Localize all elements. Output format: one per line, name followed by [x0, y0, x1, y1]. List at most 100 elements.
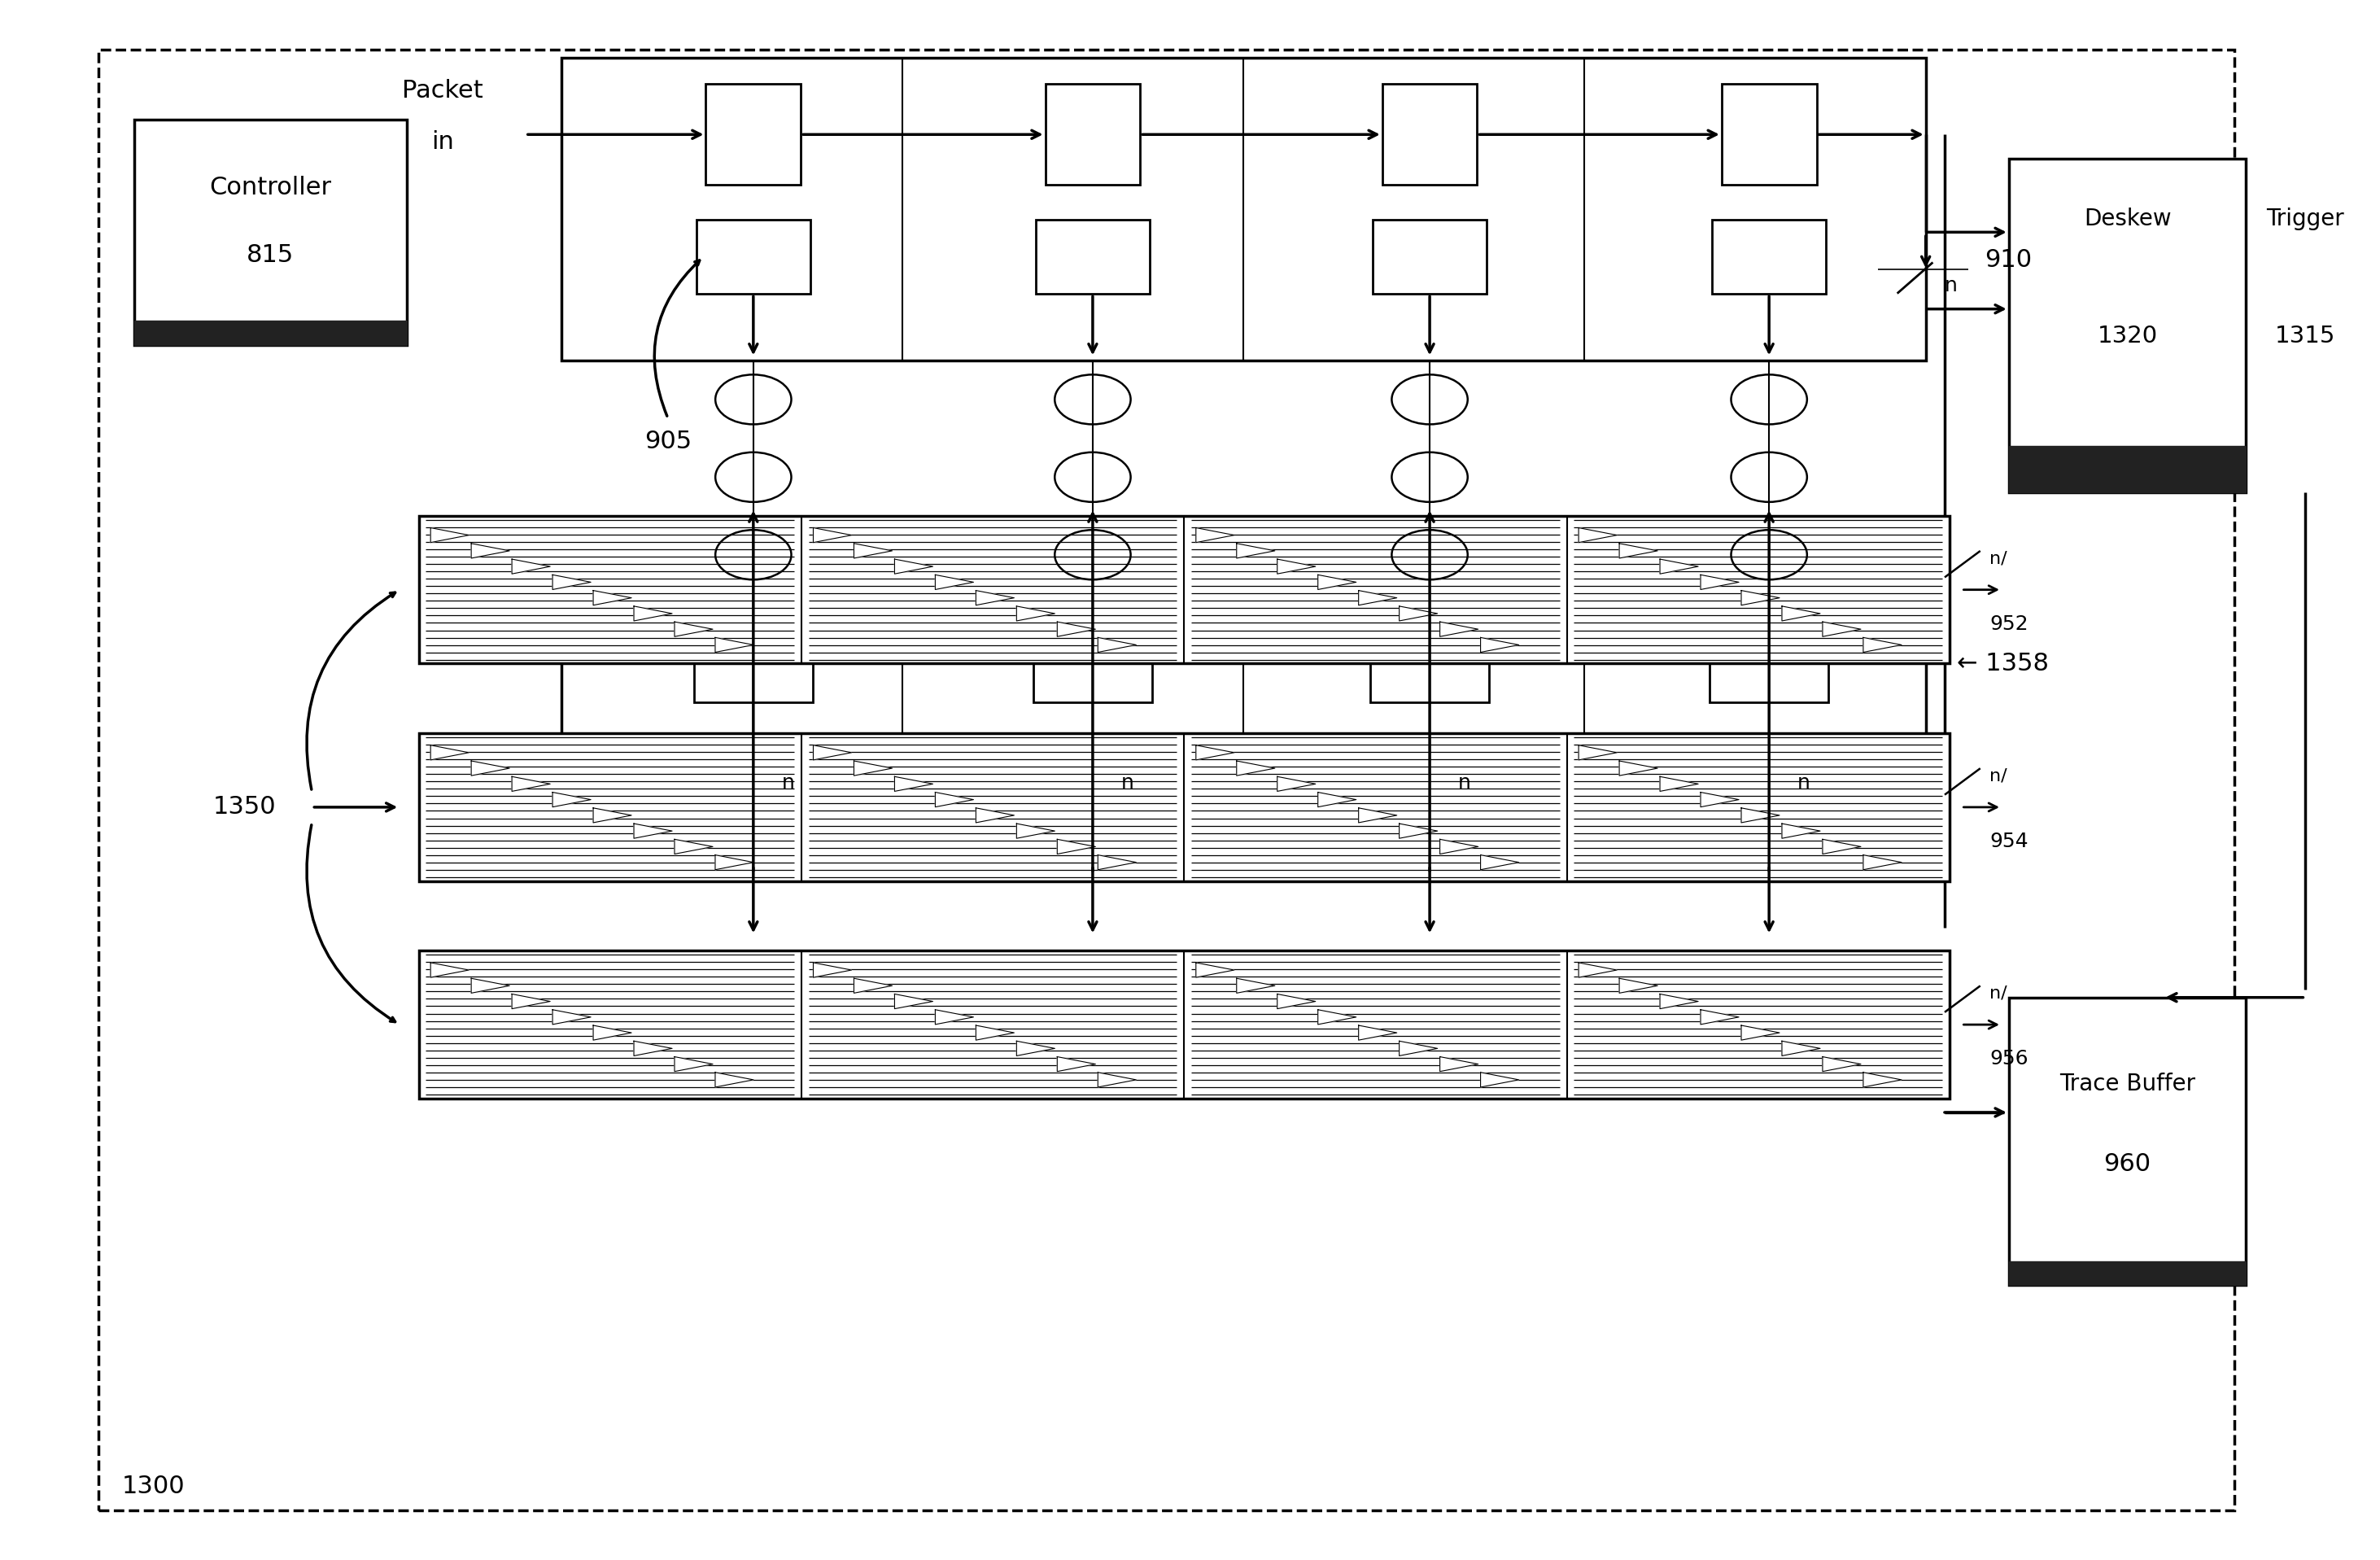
- Bar: [2009, 997, 2247, 1285]
- Polygon shape: [1659, 994, 1699, 1009]
- Polygon shape: [1783, 1041, 1821, 1056]
- Text: 954: 954: [1990, 831, 2028, 852]
- Polygon shape: [633, 824, 671, 838]
- Polygon shape: [1097, 1072, 1135, 1087]
- Polygon shape: [1195, 527, 1235, 543]
- Polygon shape: [1278, 558, 1316, 574]
- Polygon shape: [593, 591, 631, 605]
- Polygon shape: [814, 527, 852, 543]
- Bar: [1033, 640, 1152, 702]
- Polygon shape: [1057, 839, 1095, 853]
- Polygon shape: [633, 1041, 671, 1056]
- Bar: [2009, 159, 2247, 493]
- Polygon shape: [1618, 761, 1656, 775]
- Polygon shape: [1578, 746, 1616, 760]
- Text: 905: 905: [645, 429, 693, 454]
- Polygon shape: [1480, 638, 1518, 652]
- Polygon shape: [1399, 607, 1438, 621]
- Text: 910: 910: [1985, 248, 2033, 271]
- Text: Deskew: Deskew: [2082, 207, 2171, 231]
- Polygon shape: [1783, 607, 1821, 621]
- Bar: [1373, 220, 1488, 293]
- Polygon shape: [431, 527, 469, 543]
- Polygon shape: [1195, 963, 1235, 978]
- Polygon shape: [1702, 574, 1740, 590]
- Polygon shape: [854, 543, 892, 558]
- Bar: [1383, 84, 1478, 186]
- Polygon shape: [1016, 824, 1054, 838]
- Polygon shape: [1618, 978, 1656, 994]
- Polygon shape: [593, 1025, 631, 1041]
- Polygon shape: [854, 978, 892, 994]
- Bar: [133, 120, 407, 345]
- Text: 952: 952: [1990, 615, 2028, 633]
- Bar: [562, 58, 1925, 360]
- Polygon shape: [714, 855, 754, 870]
- Polygon shape: [1278, 994, 1316, 1009]
- Polygon shape: [1659, 777, 1699, 791]
- Polygon shape: [1823, 622, 1861, 636]
- Polygon shape: [1578, 963, 1616, 978]
- Polygon shape: [714, 638, 754, 652]
- Polygon shape: [1097, 638, 1135, 652]
- Polygon shape: [512, 994, 550, 1009]
- Polygon shape: [471, 543, 509, 558]
- Polygon shape: [1742, 1025, 1780, 1041]
- Text: 815: 815: [248, 243, 295, 267]
- Polygon shape: [1864, 638, 1902, 652]
- Bar: [707, 84, 800, 186]
- Bar: [1711, 220, 1825, 293]
- Polygon shape: [1742, 808, 1780, 822]
- Bar: [419, 952, 1949, 1098]
- Bar: [1721, 84, 1816, 186]
- Polygon shape: [976, 1025, 1014, 1041]
- Text: 1350: 1350: [214, 796, 276, 819]
- Polygon shape: [1238, 978, 1276, 994]
- Polygon shape: [976, 591, 1014, 605]
- Text: ← 1358: ← 1358: [1956, 652, 2049, 675]
- Polygon shape: [814, 963, 852, 978]
- Polygon shape: [935, 574, 973, 590]
- Text: Controller: Controller: [209, 176, 331, 200]
- Polygon shape: [674, 1056, 712, 1072]
- Polygon shape: [471, 978, 509, 994]
- Bar: [419, 733, 1949, 881]
- Polygon shape: [895, 777, 933, 791]
- Polygon shape: [1659, 558, 1699, 574]
- Bar: [419, 516, 1949, 663]
- Text: 1320: 1320: [2097, 324, 2159, 346]
- Polygon shape: [552, 1009, 590, 1025]
- Polygon shape: [1057, 1056, 1095, 1072]
- Text: 960: 960: [2104, 1153, 2152, 1176]
- Polygon shape: [895, 994, 933, 1009]
- Polygon shape: [674, 839, 712, 853]
- Polygon shape: [1742, 591, 1780, 605]
- Polygon shape: [1016, 1041, 1054, 1056]
- Bar: [695, 640, 812, 702]
- Polygon shape: [1864, 855, 1902, 870]
- Polygon shape: [976, 808, 1014, 822]
- Polygon shape: [1359, 1025, 1397, 1041]
- Polygon shape: [1057, 622, 1095, 636]
- Text: in: in: [431, 131, 455, 154]
- Bar: [1035, 220, 1150, 293]
- Polygon shape: [1440, 1056, 1478, 1072]
- Polygon shape: [1823, 839, 1861, 853]
- Bar: [1045, 84, 1140, 186]
- Polygon shape: [935, 792, 973, 807]
- Polygon shape: [1319, 574, 1357, 590]
- Polygon shape: [1618, 543, 1656, 558]
- Polygon shape: [714, 1072, 754, 1087]
- Text: 1315: 1315: [2275, 324, 2335, 346]
- Polygon shape: [935, 1009, 973, 1025]
- Text: n: n: [781, 774, 795, 792]
- Polygon shape: [1016, 607, 1054, 621]
- Polygon shape: [1278, 777, 1316, 791]
- Polygon shape: [1702, 792, 1740, 807]
- Polygon shape: [854, 761, 892, 775]
- Polygon shape: [1319, 792, 1357, 807]
- Polygon shape: [552, 792, 590, 807]
- Polygon shape: [552, 574, 590, 590]
- Polygon shape: [471, 761, 509, 775]
- Bar: [2009, 446, 2247, 493]
